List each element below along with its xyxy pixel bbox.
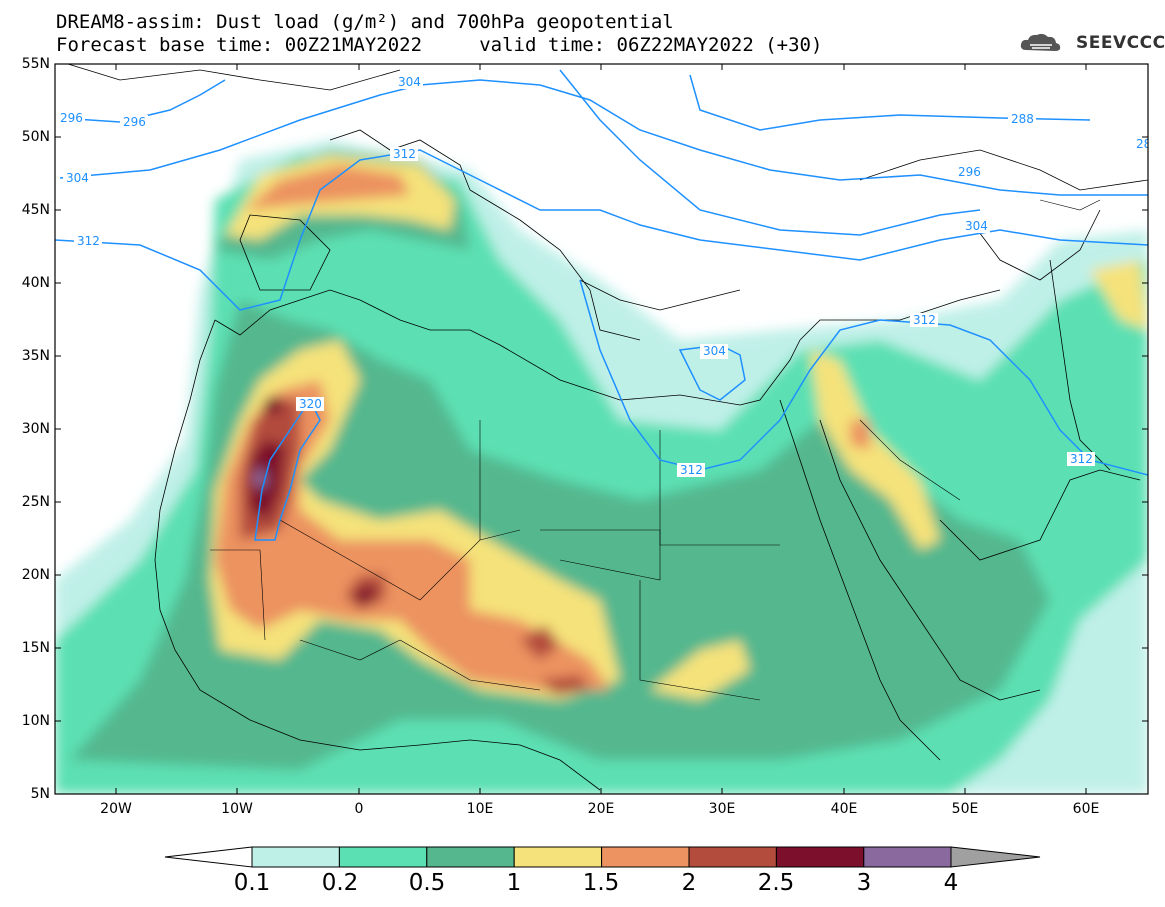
lon-label: 0: [354, 801, 364, 817]
chart-title: DREAM8-assim: Dust load (g/m²) and 700hP…: [56, 11, 674, 33]
contour-label: 312: [910, 313, 938, 327]
contour-label: 312: [390, 147, 418, 161]
lon-label: 10E: [466, 801, 494, 817]
svg-text:312: 312: [913, 313, 936, 327]
colorbar-label: 0.2: [321, 870, 359, 896]
lon-label: 30E: [708, 801, 736, 817]
svg-text:304: 304: [66, 171, 89, 185]
svg-text:312: 312: [680, 463, 703, 477]
svg-text:28: 28: [1136, 137, 1151, 151]
svg-text:312: 312: [393, 147, 416, 161]
lon-label: 50E: [951, 801, 979, 817]
contour-label: 296: [57, 111, 85, 125]
colorbar-label: 4: [943, 870, 959, 896]
lon-label: 60E: [1072, 801, 1100, 817]
colorbar-label: 0.5: [408, 870, 446, 896]
lat-label: 25N: [21, 494, 50, 510]
lat-label: 20N: [21, 567, 50, 583]
lat-label: 30N: [21, 421, 50, 437]
colorbar-label: 0.1: [233, 870, 271, 896]
lon-label: 20E: [587, 801, 615, 817]
lat-label: 55N: [21, 56, 50, 72]
contour-label: 304: [395, 75, 423, 89]
svg-text:288: 288: [1011, 112, 1034, 126]
contour-label: 312: [1067, 452, 1095, 466]
lon-label: 10W: [221, 801, 253, 817]
svg-text:312: 312: [1070, 452, 1093, 466]
lat-label: 10N: [21, 713, 50, 729]
contour-label: 312: [677, 463, 705, 477]
svg-text:296: 296: [123, 115, 146, 129]
cloud-icon: [1020, 33, 1061, 51]
svg-text:296: 296: [958, 165, 981, 179]
svg-text:312: 312: [77, 234, 100, 248]
svg-text:296: 296: [60, 111, 83, 125]
contour-label: 296: [120, 115, 148, 129]
contour-label: 288: [1008, 112, 1036, 126]
svg-text:304: 304: [703, 344, 726, 358]
svg-text:304: 304: [965, 219, 988, 233]
contour-label: 320: [296, 397, 324, 411]
contour-label: 312: [74, 234, 102, 248]
contour-label: 304: [63, 171, 91, 185]
svg-text:304: 304: [398, 75, 421, 89]
forecast-time: Forecast base time: 00Z21MAY2022 valid t…: [56, 34, 823, 56]
svg-text:320: 320: [299, 397, 322, 411]
lat-label: 45N: [21, 202, 50, 218]
contour-label: 296: [955, 165, 983, 179]
lat-label: 15N: [21, 640, 50, 656]
coastlines: [66, 64, 1148, 791]
colorbar-label: 1.5: [582, 870, 620, 896]
colorbar-label: 2: [681, 870, 697, 896]
lon-label: 40E: [830, 801, 858, 817]
lat-label: 35N: [21, 348, 50, 364]
lat-label: 5N: [30, 786, 50, 802]
lon-label: 20W: [100, 801, 132, 817]
axis-ticks: [55, 63, 1148, 795]
colorbar-label: 1: [506, 870, 522, 896]
lat-label: 50N: [21, 129, 50, 145]
geopotential-contours: [55, 69, 1148, 541]
dust-layer: [55, 140, 1148, 794]
colorbar-label: 2.5: [757, 870, 795, 896]
country-borders: [210, 199, 1101, 701]
lat-label: 40N: [21, 275, 50, 291]
colorbar-label: 3: [856, 870, 872, 896]
contour-label: 28: [1134, 137, 1151, 151]
contour-label: 304: [962, 219, 990, 233]
contour-labels: 296 296 304 304 312 312 304 288 296 304 …: [57, 75, 1151, 477]
contour-label: 304: [700, 344, 728, 358]
logo-text: SEEVCCC: [1076, 33, 1165, 53]
